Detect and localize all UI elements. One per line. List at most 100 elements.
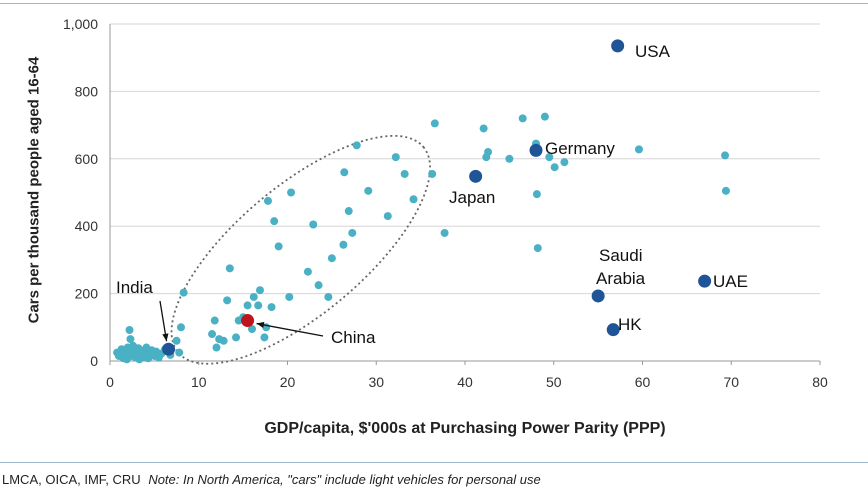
label-japan: Japan (449, 188, 495, 207)
data-point (125, 325, 134, 334)
data-point (270, 217, 279, 226)
x-axis-title: GDP/capita, $'000s at Purchasing Power P… (264, 420, 666, 437)
arrow-china (256, 322, 324, 337)
data-point (309, 220, 318, 229)
y-tick-label: 800 (75, 83, 99, 99)
data-point (267, 303, 276, 312)
y-tick-label: 400 (75, 218, 99, 234)
highlight-point (698, 274, 712, 288)
highlight-point (591, 289, 605, 303)
data-point (340, 168, 349, 177)
data-point (172, 336, 181, 345)
data-point (208, 330, 217, 339)
x-tick-label: 20 (280, 374, 296, 390)
data-point (721, 151, 730, 160)
data-point (254, 301, 263, 310)
data-point (505, 154, 514, 163)
highlight-point (469, 169, 483, 183)
data-point (175, 348, 184, 357)
label-uae: UAE (713, 272, 748, 291)
arrow-india-head (162, 333, 169, 342)
data-point (255, 286, 264, 295)
x-tick-label: 50 (546, 374, 562, 390)
y-tick-label: 0 (90, 353, 98, 369)
data-point (540, 112, 549, 121)
data-point (314, 281, 323, 290)
data-point (545, 153, 554, 162)
label-hk: HK (618, 315, 642, 334)
label-usa: USA (635, 42, 671, 61)
data-point (303, 267, 312, 276)
footer-source: LMCA, OICA, IMF, CRU (2, 472, 141, 487)
gridlines (110, 23, 820, 295)
label-saudi-line1: Saudi (599, 246, 642, 265)
top-divider (0, 3, 868, 4)
data-point (440, 228, 449, 237)
y-tick-label: 200 (75, 286, 99, 302)
data-point (285, 292, 294, 301)
annotation-labels: USA Germany Japan Saudi Arabia UAE HK In… (116, 42, 748, 347)
x-tick-labels: 0 10 20 30 40 50 60 70 80 (106, 374, 828, 390)
label-germany: Germany (545, 139, 615, 158)
highlight-point (611, 39, 625, 53)
x-tick-label: 0 (106, 374, 114, 390)
arrow-china-head (256, 321, 265, 328)
data-point (364, 186, 373, 195)
data-point (219, 336, 228, 345)
data-point (274, 242, 283, 251)
source-footer: LMCA, OICA, IMF, CRU Note: In North Amer… (2, 472, 541, 487)
data-point (263, 196, 272, 205)
china-point (241, 314, 255, 328)
data-point (223, 296, 232, 305)
y-tick-label: 1,000 (63, 16, 98, 32)
data-point (260, 333, 269, 342)
highlight-point (529, 143, 543, 157)
data-point (550, 163, 559, 172)
data-point (352, 141, 361, 150)
data-point (243, 301, 252, 310)
data-point (126, 335, 135, 344)
data-point (344, 207, 353, 216)
data-point (212, 343, 221, 352)
data-point (533, 244, 542, 253)
x-tick-label: 60 (635, 374, 651, 390)
cluster-ellipse-group (170, 134, 431, 365)
data-point (479, 124, 488, 133)
axes (109, 24, 821, 365)
x-tick-label: 40 (457, 374, 473, 390)
x-tick-label: 80 (812, 374, 828, 390)
data-point (210, 316, 219, 325)
data-point (391, 153, 400, 162)
data-point (383, 212, 392, 221)
data-point (348, 228, 357, 237)
data-point (225, 264, 234, 273)
data-point (430, 119, 439, 128)
label-saudi-line2: Arabia (596, 269, 646, 288)
data-point (249, 292, 258, 301)
x-tick-label: 30 (368, 374, 384, 390)
data-point (721, 186, 730, 195)
data-point (560, 158, 569, 167)
data-point (179, 288, 188, 297)
y-axis-title: Cars per thousand people aged 16-64 (25, 56, 43, 324)
data-point (339, 240, 348, 249)
y-tick-label: 600 (75, 151, 99, 167)
cluster-ellipse (170, 134, 431, 365)
data-point (532, 190, 541, 199)
data-point (324, 292, 333, 301)
x-tick-label: 10 (191, 374, 207, 390)
highlight-point (162, 342, 176, 356)
footer-note: Note: In North America, "cars" include l… (148, 472, 541, 487)
data-point (232, 333, 241, 342)
highlighted-points (162, 39, 712, 356)
data-points (113, 112, 730, 364)
data-point (177, 323, 185, 332)
data-point (248, 324, 256, 333)
annotation-arrows (159, 300, 324, 342)
data-point (518, 114, 527, 123)
data-point (484, 148, 493, 157)
label-china: China (331, 328, 376, 347)
bottom-divider (0, 462, 868, 463)
data-point (428, 169, 437, 178)
